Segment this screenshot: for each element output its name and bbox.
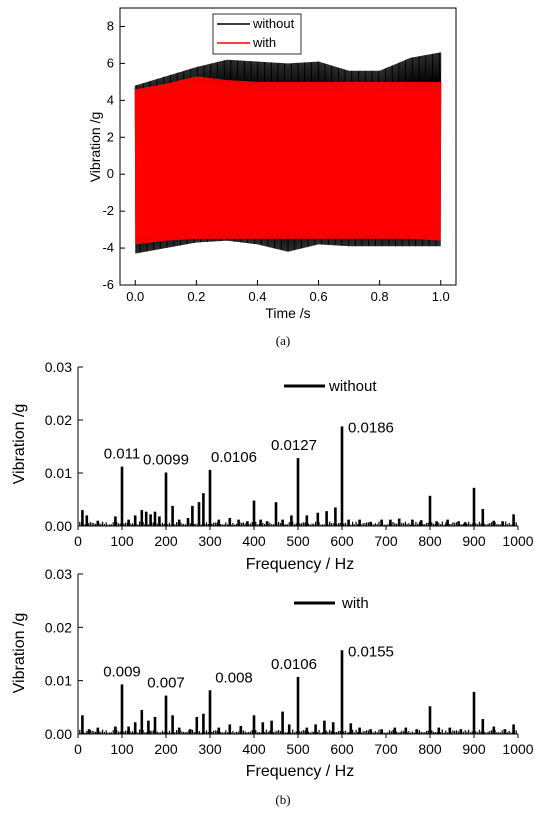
time-y-tick-label: -2 <box>102 203 114 218</box>
spectrum-without-peak-label: 0.0127 <box>271 437 317 454</box>
time-y-tick-label: 0 <box>107 166 114 181</box>
time-y-axis-label: Vibration /g <box>87 112 103 183</box>
spectrum-without-peak-label: 0.0186 <box>348 419 394 436</box>
spectrum-with-x-tick-label: 200 <box>154 741 178 757</box>
spectrum-with-peak-label: 0.009 <box>103 663 141 680</box>
spectrum-with-x-tick-label: 0 <box>74 741 82 757</box>
time-y-tick-label: -4 <box>102 240 114 255</box>
time-y-tick-label: 2 <box>107 129 114 144</box>
spectrum-with-x-tick-label: 400 <box>242 741 266 757</box>
time-plot-frame <box>119 7 457 286</box>
spectrum-without-x-tick-label: 900 <box>462 533 486 549</box>
spectrum-without-x-tick-label: 200 <box>154 533 178 549</box>
caption-a: (a) <box>276 333 290 348</box>
spectrum-with-x-tick-label: 300 <box>198 741 222 757</box>
time-y-tick-label: -6 <box>102 277 114 292</box>
time-plot-area <box>134 52 442 254</box>
spectrum-without-x-tick-label: 100 <box>110 533 134 549</box>
spectrum-without-legend-label: without <box>328 378 377 395</box>
spectrum-with-peak-label: 0.007 <box>147 675 185 692</box>
spectrum-with-x-tick-label: 800 <box>418 741 442 757</box>
spectrum-with-annotations: 0.009 0.007 0.008 0.0106 0.0155 <box>103 643 394 691</box>
spectrum-with-x-tick-label: 600 <box>330 741 354 757</box>
time-x-tick-label: 1.0 <box>432 289 450 304</box>
spectrum-without-x-tick-label: 700 <box>374 533 398 549</box>
spectrum-with-x-axis-label: Frequency / Hz <box>246 763 354 780</box>
spectrum-without-bars <box>79 426 517 526</box>
time-x-tick-label: 0.8 <box>371 289 389 304</box>
spectrum-without-y-tick-label: 0.00 <box>45 518 72 534</box>
time-y-tick-label: 4 <box>107 92 114 107</box>
spectrum-without-x-tick-label: 0 <box>74 533 82 549</box>
spectrum-without-x-tick-label: 300 <box>198 533 222 549</box>
spectrum-with-x-tick-label: 700 <box>374 741 398 757</box>
time-legend-box <box>212 13 302 55</box>
time-y-ticks: -6 -4 -2 0 2 4 6 8 <box>102 18 125 292</box>
spectrum-without-y-tick-label: 0.02 <box>45 412 72 428</box>
spectrum-without-x-tick-label: 500 <box>286 533 310 549</box>
time-series-line-with <box>134 76 442 245</box>
spectrum-without-x-axis-label: Frequency / Hz <box>246 556 354 573</box>
spectrum-without-annotations: 0.011 0.0099 0.0106 0.0127 0.0186 <box>104 419 394 468</box>
spectrum-with-x-tick-label: 500 <box>286 741 310 757</box>
spectrum-with-y-tick-label: 0.03 <box>45 566 72 582</box>
spectrum-with-y-tick-label: 0.02 <box>45 619 72 635</box>
spectrum-without-x-ticks: 0 100 200 300 400 500 600 700 800 900 1000 <box>74 526 534 549</box>
time-legend: without with <box>212 13 302 55</box>
spectrum-with-y-tick-label: 0.01 <box>45 673 72 689</box>
spectrum-with-x-ticks: 0 100 200 300 400 500 600 700 800 900 1000 <box>74 734 534 757</box>
caption-b: (b) <box>275 792 290 807</box>
spectrum-without-peak-label: 0.0099 <box>143 451 189 468</box>
spectrum-with-peak-label: 0.0155 <box>348 643 394 660</box>
time-legend-label-without: without <box>252 16 295 31</box>
spectrum-with-bars <box>79 650 517 734</box>
time-x-ticks: 0.0 0.2 0.4 0.6 0.8 1.0 <box>126 280 450 304</box>
time-y-tick-label: 8 <box>107 18 114 33</box>
time-vibration-chart: -6 -4 -2 0 2 4 6 8 0.0 0.2 0.4 0.6 0.8 1.0 Vibration… <box>87 7 457 321</box>
spectrum-with-x-tick-label: 1000 <box>502 741 533 757</box>
spectrum-with-x-tick-label: 900 <box>462 741 486 757</box>
spectrum-with-y-ticks: 0.00 0.01 0.02 0.03 <box>45 566 83 742</box>
spectrum-without-y-axis-label: Vibration /g <box>11 404 28 485</box>
spectrum-without-x-tick-label: 600 <box>330 533 354 549</box>
spectrum-without-x-tick-label: 1000 <box>502 533 533 549</box>
time-x-tick-label: 0.4 <box>248 289 266 304</box>
time-x-axis-label: Time /s <box>265 305 310 321</box>
spectrum-without-x-tick-label: 800 <box>418 533 442 549</box>
spectrum-with-peak-label: 0.0106 <box>271 656 317 673</box>
spectrum-without-y-tick-label: 0.01 <box>45 465 72 481</box>
time-legend-label-with: with <box>252 35 276 50</box>
spectrum-with-chart: 0.00 0.01 0.02 0.03 0 100 200 300 400 500 600 700 8… <box>11 566 534 780</box>
time-y-tick-label: 6 <box>107 55 114 70</box>
spectrum-with-x-tick-label: 100 <box>110 741 134 757</box>
spectrum-without-y-tick-label: 0.03 <box>45 359 72 375</box>
spectrum-without-chart: 0.00 0.01 0.02 0.03 0 100 200 300 400 500 600 700 8… <box>11 359 534 573</box>
spectrum-with-y-axis-label: Vibration /g <box>11 613 28 694</box>
time-x-tick-label: 0.2 <box>187 289 205 304</box>
spectrum-with-peak-label: 0.008 <box>215 669 253 686</box>
spectrum-with-legend-label: with <box>341 595 369 612</box>
spectrum-without-y-ticks: 0.00 0.01 0.02 0.03 <box>45 359 83 534</box>
spectrum-with-y-tick-label: 0.00 <box>45 726 72 742</box>
spectrum-without-peak-label: 0.011 <box>104 446 140 463</box>
time-x-tick-label: 0.6 <box>310 289 328 304</box>
spectrum-without-peak-label: 0.0106 <box>211 449 257 466</box>
spectrum-without-x-tick-label: 400 <box>242 533 266 549</box>
time-x-tick-label: 0.0 <box>126 289 144 304</box>
